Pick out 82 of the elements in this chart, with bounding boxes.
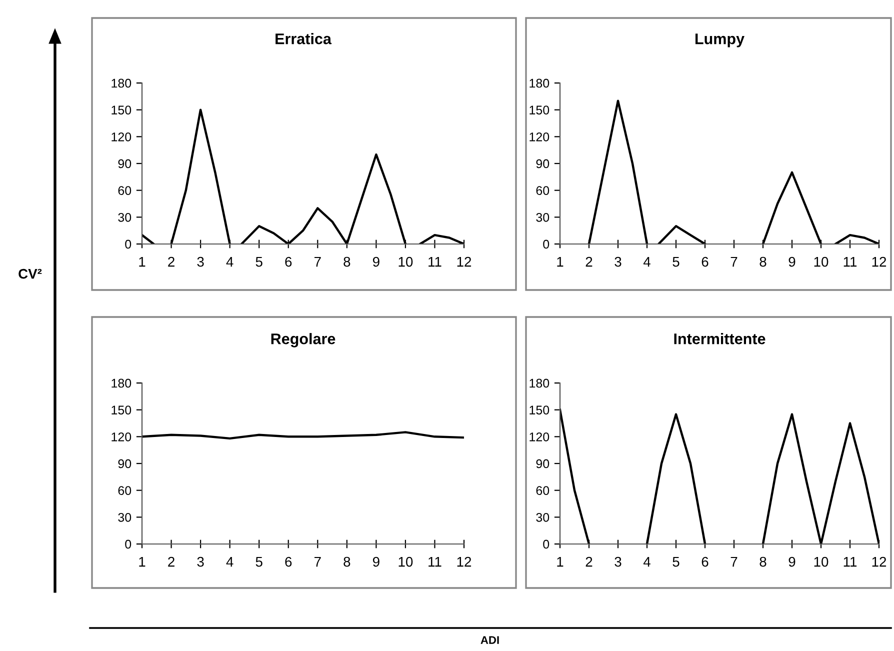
- x-tick-label: 8: [344, 256, 350, 267]
- x-tick-label: 3: [614, 556, 622, 567]
- x-tick-label: 10: [814, 556, 828, 567]
- y-tick-label: 60: [118, 186, 132, 195]
- x-tick-label: 3: [197, 256, 204, 267]
- y-tick-label: 120: [530, 432, 550, 442]
- x-tick-label: 6: [285, 556, 292, 567]
- chart-title: Intermittente: [674, 333, 766, 344]
- y-tick-label: 180: [530, 378, 550, 388]
- x-tick-label: 11: [428, 557, 442, 567]
- x-tick-label: 5: [672, 257, 680, 267]
- x-tick-label: 5: [672, 557, 680, 567]
- x-tick-label: 10: [814, 256, 828, 267]
- x-tick-label: 8: [760, 256, 766, 267]
- x-tick-label: 4: [226, 257, 234, 267]
- y-tick-label: 90: [118, 159, 132, 168]
- x-tick-label: 9: [788, 256, 796, 267]
- y-tick-label: 150: [112, 106, 132, 114]
- x-tick-label: 12: [457, 256, 472, 267]
- y-tick-label: 0: [543, 240, 550, 249]
- x-tick-label: 7: [314, 557, 321, 567]
- x-tick-label: 5: [256, 257, 262, 267]
- x-tick-label: 3: [614, 256, 622, 267]
- x-tick-label: 12: [457, 556, 472, 567]
- y-tick-label: 0: [543, 540, 550, 549]
- y-tick-label: 120: [112, 432, 132, 442]
- x-tick-label: 5: [256, 557, 262, 567]
- x-tick-label: 11: [844, 257, 857, 267]
- text: ADI: [480, 636, 499, 644]
- y-tick-label: 150: [530, 406, 550, 414]
- x-tick-label: 4: [643, 257, 650, 267]
- y-tick-label: 180: [112, 378, 132, 388]
- x-tick-label: 2: [586, 256, 592, 267]
- x-tick-label: 2: [168, 556, 174, 567]
- x-tick-label: 10: [398, 256, 413, 267]
- x-tick-label: 6: [702, 556, 708, 567]
- x-tick-label: 7: [730, 557, 738, 567]
- x-tick-label: 8: [760, 556, 766, 567]
- chart-title: Erratica: [276, 33, 332, 44]
- y-tick-label: 120: [530, 132, 550, 142]
- y-tick-label: 180: [112, 78, 132, 88]
- y-tick-label: 60: [536, 486, 550, 495]
- x-tick-label: 11: [428, 257, 442, 267]
- x-tick-label: 4: [643, 557, 650, 567]
- text: CV²: [18, 268, 42, 279]
- y-tick-label: 30: [536, 212, 550, 222]
- x-tick-label: 1: [139, 557, 146, 567]
- chart-title: Regolare: [271, 333, 336, 348]
- x-tick-label: 1: [139, 257, 146, 267]
- x-tick-label: 12: [872, 556, 886, 567]
- x-tick-label: 9: [788, 556, 796, 567]
- y-tick-label: 0: [125, 540, 132, 549]
- x-tick-label: 9: [372, 556, 380, 567]
- chart-title: Lumpy: [695, 34, 744, 48]
- y-tick-label: 90: [536, 159, 550, 168]
- x-tick-label: 6: [702, 256, 708, 267]
- y-tick-label: 90: [118, 459, 132, 468]
- x-tick-label: 4: [226, 557, 234, 567]
- x-tick-label: 7: [314, 257, 321, 267]
- y-tick-label: 30: [118, 512, 132, 522]
- y-tick-label: 30: [118, 212, 132, 222]
- x-tick-label: 8: [344, 556, 350, 567]
- x-tick-label: 11: [844, 557, 857, 567]
- y-tick-label: 180: [530, 78, 550, 88]
- x-tick-label: 1: [557, 557, 564, 567]
- y-tick-label: 60: [536, 186, 550, 195]
- x-tick-label: 12: [872, 256, 886, 267]
- y-tick-label: 120: [112, 132, 132, 142]
- y-tick-label: 150: [530, 106, 550, 114]
- x-tick-label: 2: [586, 556, 592, 567]
- y-tick-label: 0: [125, 240, 132, 249]
- y-tick-label: 150: [112, 406, 132, 414]
- y-tick-label: 60: [118, 486, 132, 495]
- x-tick-label: 7: [730, 257, 738, 267]
- x-tick-label: 1: [557, 257, 564, 267]
- y-tick-label: 30: [536, 512, 550, 522]
- y-tick-label: 90: [536, 459, 550, 468]
- x-tick-label: 6: [285, 256, 292, 267]
- x-tick-label: 3: [197, 556, 204, 567]
- x-tick-label: 2: [168, 256, 174, 267]
- x-tick-label: 10: [398, 556, 413, 567]
- x-tick-label: 9: [372, 256, 380, 267]
